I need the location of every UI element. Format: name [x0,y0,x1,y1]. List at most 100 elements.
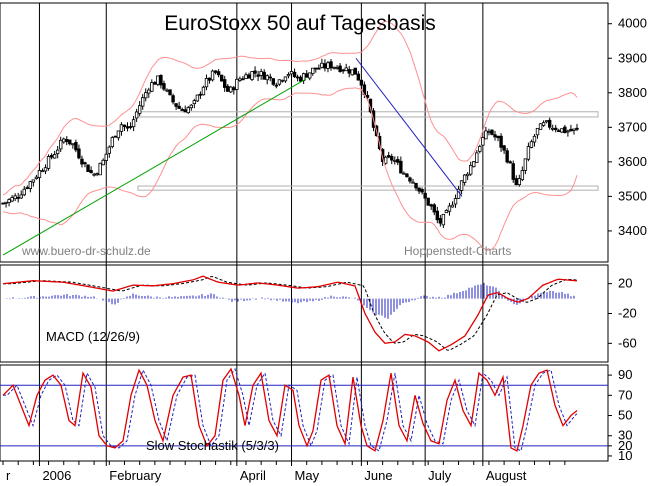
candle-body [317,67,321,70]
candle-body [435,210,439,221]
candle-body [22,188,26,196]
candle-body [80,158,84,165]
x-axis-label: 2006 [42,468,71,483]
candle-body [326,62,330,69]
candle-body [441,213,446,226]
candle-body [341,69,345,72]
axes: 340035003600370038003900400020-20-601020… [2,16,647,483]
candle-body [95,173,99,176]
candle-body [210,70,215,81]
stochastic-axis-tick-label: 90 [618,367,632,382]
candle-body [174,103,178,107]
candle-body [432,204,436,213]
candle-body [19,194,23,199]
stochastic-axis-tick-label: 30 [618,428,632,443]
candle-body [490,129,494,135]
macd-axis-tick-label: -60 [618,335,637,350]
candle-body [459,180,464,191]
price-axis-tick-label: 3600 [618,154,647,169]
candle-body [74,142,78,151]
price-axis-tick-label: 3800 [618,85,647,100]
candle-body [292,71,297,78]
watermark-source: Hoppenstedt-Charts [404,244,511,258]
watermark-website: www.buero-dr-schulz.de [21,244,151,258]
candle-body [259,71,263,76]
candle-body [43,167,48,172]
candle-body [311,67,315,74]
stochastic-label: Slow Stochastik (5/3/3) [146,438,279,453]
candle-body [150,82,154,92]
price-axis-tick-label: 3400 [618,223,647,238]
candle-body [262,71,266,80]
candle-body [544,120,549,123]
candle-body [438,218,443,224]
candle-body [408,177,412,182]
candle-body [514,178,518,186]
candle-body [34,176,39,179]
chart-title: EuroStoxx 50 auf Tagesbasis [164,12,436,35]
candle-body [283,76,288,82]
x-axis-label: June [364,468,392,483]
candle-body [280,79,285,82]
candle-body [444,210,449,214]
candle-body [28,181,33,189]
candle-body [213,70,218,73]
candle-body [156,75,160,85]
candle-body [383,156,388,164]
candle-body [426,197,430,206]
stochastic-axis-tick-label: 50 [618,408,632,423]
candle-body [566,130,570,133]
stochastic-axis-tick-label: 70 [618,387,632,402]
candle-body [450,204,455,208]
candle-body [547,119,552,128]
stochastic-panel [0,367,608,452]
candle-body [235,78,239,90]
candle-body [98,162,102,176]
candle-body [532,135,537,143]
panel-frames [0,2,609,462]
candle-body [31,179,36,183]
candle-body [186,107,190,114]
candle-body [65,139,69,142]
candle-body [305,73,309,78]
candle-body [40,170,45,173]
candle-body [71,143,75,146]
candle-body [320,62,324,68]
candle-body [134,111,139,119]
candle-body [177,105,181,109]
price-axis-tick-label: 3900 [618,50,647,65]
candle-body [365,94,370,98]
candle-body [241,78,245,81]
candle-body [484,130,488,140]
candle-body [253,70,257,74]
candle-body [493,134,497,138]
candle-body [335,67,339,70]
candle-body [37,170,42,178]
candle-body [4,201,8,204]
candle-body [216,71,221,76]
candle-body [49,154,54,158]
candle-body [511,163,515,180]
candle-body [168,89,172,96]
candle-body [308,72,312,79]
candle-body [475,152,479,163]
candle-body [7,199,11,203]
candle-body [323,63,327,69]
stochastic-axis-tick-label: 20 [618,438,632,453]
price-axis-tick-label: 4000 [618,16,647,31]
candle-body [499,135,503,148]
candle-body [207,77,212,81]
x-axis-label: August [486,468,527,483]
candle-body [380,149,385,162]
candle-body [144,92,148,99]
candle-body [180,109,184,111]
candle-body [529,141,534,148]
macd-signal-line [3,276,578,351]
candle-body [447,205,452,212]
candle-body [83,162,87,165]
x-axis-label: May [295,468,320,483]
candle-body [314,67,318,70]
x-axis-label: April [240,468,266,483]
candle-body [104,153,108,161]
